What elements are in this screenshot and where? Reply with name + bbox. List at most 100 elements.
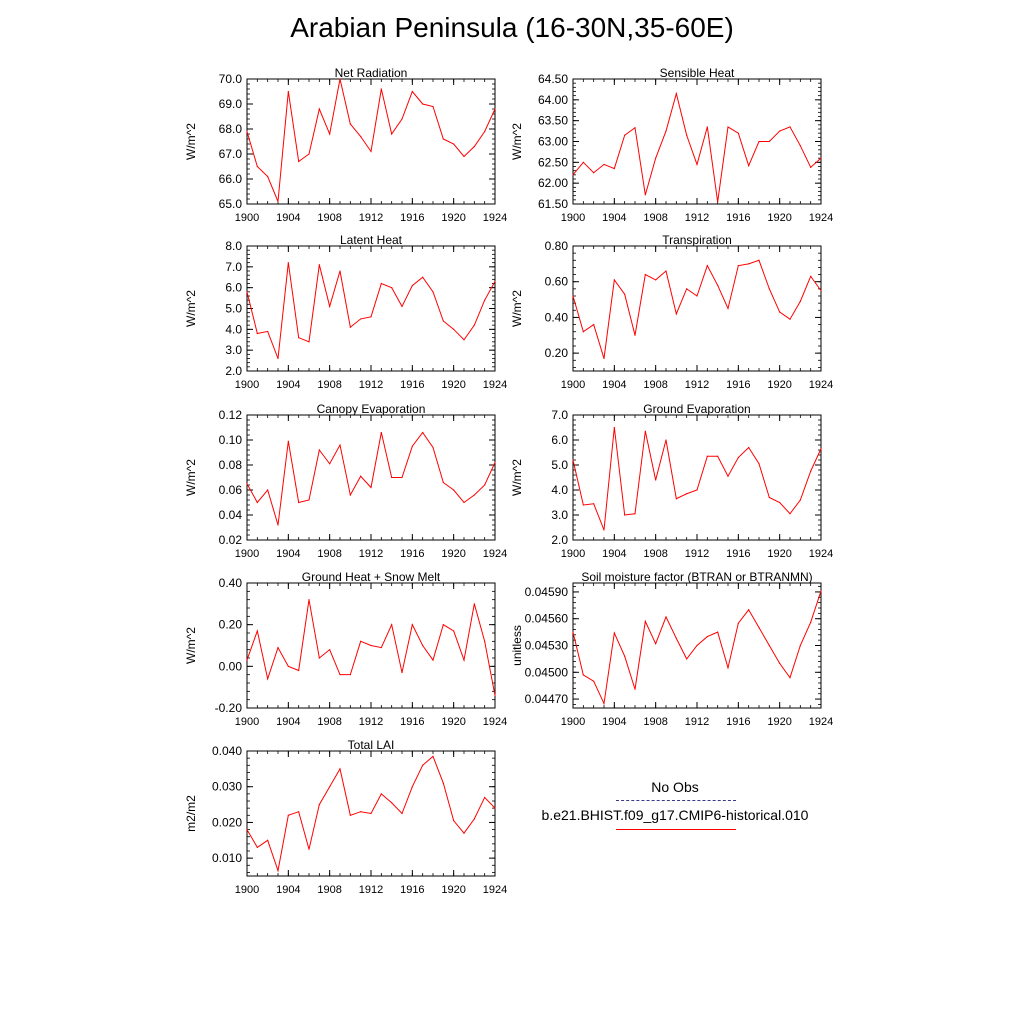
panel-9-data-point (318, 803, 320, 806)
panel-2-data-point (717, 201, 719, 203)
panel-9-x-tick-label: 1912 (359, 884, 383, 896)
panel-3-series-line (246, 262, 496, 359)
panel-4-x-tick-label: 1908 (643, 379, 667, 391)
panel-2-data-point (706, 126, 708, 128)
panel-3-data-point (401, 305, 403, 308)
panel-2-data-point (748, 165, 750, 167)
panel-2-x-tick-label: 1908 (643, 212, 667, 224)
panel-3-x-tick-label: 1904 (276, 379, 300, 391)
panel-9-data-point (453, 820, 455, 822)
panel-3-data-point (360, 318, 362, 320)
panel-8-data-point (686, 658, 688, 660)
panel-6-data-point (572, 459, 574, 461)
panel-4-y-tick-label: 0.20 (545, 346, 569, 360)
panel-1-y-tick-label: 68.0 (219, 122, 243, 136)
panel-7-data-point (453, 630, 455, 632)
panel-2-y-tick-label: 62.00 (538, 176, 568, 190)
panel-7-data-point (308, 599, 310, 601)
panel-9-y-tick-label: 0.020 (212, 815, 242, 829)
panel-3-y-tick-label: 4.0 (225, 322, 242, 336)
panel-5-x-tick-label: 1912 (359, 548, 383, 560)
panel-4-data-point (789, 318, 791, 320)
panel-1-title: Net Radiation (335, 66, 408, 80)
panel-1-y-tick-label: 65.0 (219, 197, 243, 211)
panel-8-data-point (675, 637, 677, 639)
panel-3-data-point (453, 328, 455, 330)
panel-9-y-tick-label: 0.030 (212, 780, 242, 794)
panel-2-y-tick-label: 62.50 (538, 155, 568, 169)
panel-3-data-point (287, 262, 289, 264)
panel-2-data-point (789, 126, 791, 128)
panel-5-y-axis-label: W/m^2 (184, 459, 198, 496)
legend-obs-line (616, 800, 736, 801)
panel-3-y-tick-label: 2.0 (225, 364, 242, 378)
panel-6-data-point (686, 493, 688, 495)
panel-5-data-point (267, 489, 269, 491)
panel-3-data-point (339, 270, 341, 272)
panel-5-data-point (432, 446, 434, 449)
panel-5-data-point (411, 445, 413, 447)
panel-7-title: Ground Heat + Snow Melt (302, 570, 441, 584)
panel-1-y-tick-label: 67.0 (219, 147, 243, 161)
panel-4-data-point (820, 290, 822, 292)
panel-8-data-point (603, 702, 605, 705)
panel-1-y-tick-label: 69.0 (219, 97, 243, 111)
panel-2-data-point (665, 130, 667, 132)
panel-9-x-tick-label: 1924 (483, 884, 507, 896)
panel-2-y-tick-label: 63.00 (538, 135, 568, 149)
panel-6-data-point (696, 489, 698, 491)
legend-model-label: b.e21.BHIST.f09_g17.CMIP6-historical.010 (541, 807, 809, 823)
panel-6-y-tick-label: 4.0 (551, 483, 568, 497)
panel-4-x-tick-label: 1912 (685, 379, 709, 391)
panel-6-data-point (675, 498, 677, 500)
panel-8-data-point (799, 644, 801, 647)
panel-3-y-tick-label: 3.0 (225, 343, 242, 357)
panel-9-data-point (401, 812, 403, 815)
panel-3-data-point (349, 326, 351, 328)
panel-2-x-tick-label: 1916 (726, 212, 750, 224)
panel-7-x-tick-label: 1900 (235, 716, 259, 728)
panel-7-data-point (484, 640, 486, 642)
panel-2-x-tick-label: 1920 (767, 212, 791, 224)
panel-7-x-tick-label: 1904 (276, 716, 300, 728)
panel-8-data-point (572, 631, 574, 633)
panel-9-data-point (422, 764, 424, 766)
panel-1-data-point (401, 118, 403, 120)
panel-3-data-point (473, 324, 475, 326)
panel-9-data-point (298, 811, 300, 813)
panel-5-y-tick-label: 0.08 (219, 458, 243, 472)
panel-5-data-point (318, 449, 320, 451)
panel-9-y-tick-label: 0.010 (212, 851, 242, 865)
panel-8-data-point (789, 677, 791, 679)
panel-5-data-point (391, 476, 393, 479)
panel-8-x-tick-label: 1900 (561, 716, 585, 728)
panel-6-data-point (737, 456, 739, 459)
legend-model-line (616, 829, 736, 830)
panel-2-data-point (686, 134, 688, 136)
panel-9-data-point (484, 796, 486, 799)
panel-8-y-tick-label: 0.04530 (525, 639, 569, 653)
panel-4-data-point (717, 284, 719, 286)
panel-6-data-point (582, 504, 584, 506)
panel-9-data-point (473, 818, 475, 820)
panel-4-title: Transpiration (662, 233, 732, 247)
panel-4-x-tick-label: 1904 (602, 379, 626, 391)
panel-9-data-point (267, 839, 269, 841)
panel-5-data-point (256, 501, 258, 504)
panel-6-y-axis-label: W/m^2 (510, 459, 524, 496)
panel-5-data-point (422, 431, 424, 434)
panel-4-data-point (737, 265, 739, 267)
panel-6-y-tick-label: 5.0 (551, 458, 568, 472)
panel-1-data-point (473, 145, 475, 148)
panel-6-y-tick-label: 7.0 (551, 408, 568, 422)
panel-9-data-point (246, 828, 248, 831)
panel-9-data-point (339, 768, 341, 770)
panel-9-data-point (370, 812, 372, 815)
panel-1-data-point (298, 160, 300, 163)
panel-3-x-tick-label: 1920 (441, 379, 465, 391)
panel-7-data-point (473, 603, 475, 605)
panel-7-x-tick-label: 1924 (483, 716, 507, 728)
panel-4-data-point (696, 295, 698, 297)
panel-6-y-tick-label: 3.0 (551, 508, 568, 522)
